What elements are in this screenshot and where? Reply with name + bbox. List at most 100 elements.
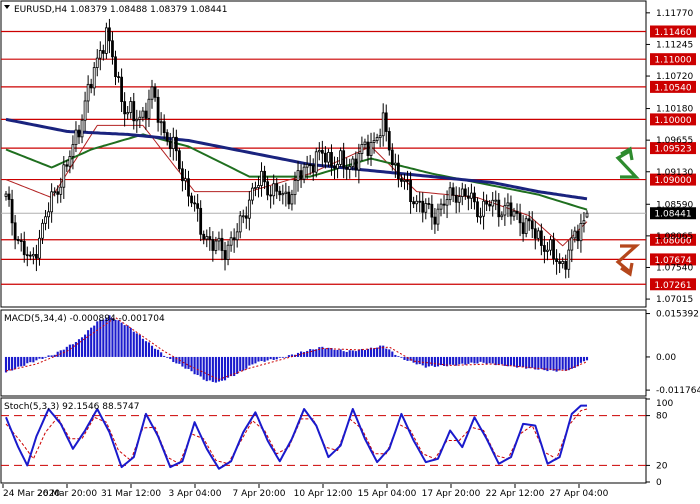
candle-body — [211, 239, 215, 251]
macd-histogram-bar — [129, 327, 132, 357]
macd-histogram-bar — [503, 356, 506, 366]
macd-histogram-bar — [534, 356, 537, 370]
macd-signal-line — [5, 317, 588, 380]
candle-body — [403, 179, 406, 182]
candle-body — [320, 150, 324, 154]
macd-histogram-bar — [202, 356, 205, 380]
candle-body — [86, 83, 90, 102]
macd-histogram-bar — [284, 356, 287, 358]
macd-histogram-bar — [458, 356, 461, 365]
candle-body — [284, 191, 288, 195]
candle-body — [232, 237, 236, 241]
candle-body — [530, 220, 534, 230]
price-y-tick-label: 1.07540 — [656, 263, 693, 273]
symbol-menu-icon[interactable] — [4, 5, 10, 9]
candle-body — [585, 212, 589, 218]
price-level-tag — [650, 142, 696, 155]
candle-body — [454, 194, 458, 203]
macd-histogram-bar — [345, 351, 348, 357]
macd-histogram-bar — [23, 356, 26, 366]
macd-histogram-bar — [132, 331, 135, 357]
candle-body — [582, 220, 586, 224]
macd-histogram-bar — [376, 347, 379, 357]
macd-histogram-bar — [576, 356, 579, 367]
macd-histogram-bar — [467, 356, 470, 364]
macd-histogram-bar — [418, 356, 421, 365]
candle-body — [202, 233, 206, 240]
candle-body — [162, 121, 166, 134]
macd-histogram-bar — [248, 356, 251, 366]
candle-body — [506, 202, 510, 207]
candle-body — [13, 222, 17, 240]
candle-body — [196, 203, 200, 209]
candle-body — [281, 193, 285, 196]
candle-body — [360, 144, 364, 154]
candle-body — [348, 166, 352, 170]
candle-body — [397, 162, 400, 180]
macd-histogram-bar — [427, 356, 430, 367]
stoch-y-tick-label: 0 — [656, 478, 662, 488]
candle-body — [351, 158, 355, 167]
arrow-up-icon — [615, 146, 640, 179]
candle-body — [235, 231, 239, 241]
macd-histogram-bar — [111, 318, 114, 357]
price-y-tick-label: 1.09130 — [656, 168, 693, 178]
macd-histogram-bar — [330, 348, 333, 357]
candle-body — [22, 240, 26, 256]
macd-histogram-bar — [449, 356, 452, 365]
candle-body — [561, 261, 565, 264]
price-level-tag — [650, 253, 696, 266]
x-tick-label: 10 Apr 12:00 — [294, 489, 353, 499]
macd-histogram-bar — [321, 346, 324, 357]
macd-histogram-bar — [585, 356, 589, 361]
candle-body — [272, 183, 276, 197]
macd-histogram-bar — [251, 356, 254, 365]
macd-histogram-bar — [272, 356, 275, 360]
price-level-tag — [650, 113, 696, 126]
macd-histogram-bar — [65, 346, 68, 357]
candle-body — [68, 156, 72, 167]
candle-body — [390, 149, 394, 166]
x-tick-label: 22 Apr 12:00 — [486, 489, 545, 499]
macd-histogram-bar — [144, 341, 147, 357]
candle-body — [80, 119, 84, 138]
macd-histogram-bar — [68, 344, 71, 357]
macd-histogram-bar — [537, 356, 540, 370]
macd-histogram-bar — [582, 356, 586, 362]
macd-histogram-bar — [558, 356, 561, 371]
macd-histogram-bar — [14, 356, 17, 370]
macd-histogram-bar — [436, 356, 440, 367]
x-tick-label: 24 Mar 2020 — [3, 489, 60, 499]
macd-histogram-bar — [108, 315, 111, 357]
candle-body — [92, 67, 96, 89]
candle-body — [150, 86, 154, 100]
candle-body — [308, 164, 312, 166]
macd-header: MACD(5,34,4) -0.000894 -0.001704 — [4, 314, 165, 324]
candle-body — [53, 191, 57, 194]
macd-histogram-bar — [117, 320, 120, 357]
candle-body — [384, 112, 388, 132]
macd-histogram-bar — [233, 356, 236, 377]
candle-body — [205, 236, 209, 240]
macd-histogram-bar — [519, 356, 522, 367]
x-tick-label: 31 Mar 12:00 — [101, 489, 161, 499]
candle-body — [305, 164, 309, 168]
macd-histogram-bar — [522, 356, 525, 368]
macd-histogram-bar — [20, 356, 23, 367]
macd-histogram-bar — [138, 335, 141, 357]
macd-histogram-bar — [217, 356, 220, 382]
macd-histogram-bar — [509, 356, 513, 366]
candle-body — [430, 203, 434, 218]
candle-body — [473, 192, 476, 203]
macd-histogram-bar — [80, 337, 84, 357]
candle-body — [62, 164, 66, 188]
candle-body — [336, 164, 339, 169]
macd-histogram-bar — [546, 356, 549, 372]
macd-histogram-bar — [303, 351, 306, 357]
macd-histogram-bar — [385, 348, 388, 357]
macd-histogram-bar — [439, 356, 443, 366]
candle-body — [491, 199, 495, 207]
macd-histogram-bar — [47, 355, 50, 357]
macd-histogram-bar — [141, 338, 144, 357]
